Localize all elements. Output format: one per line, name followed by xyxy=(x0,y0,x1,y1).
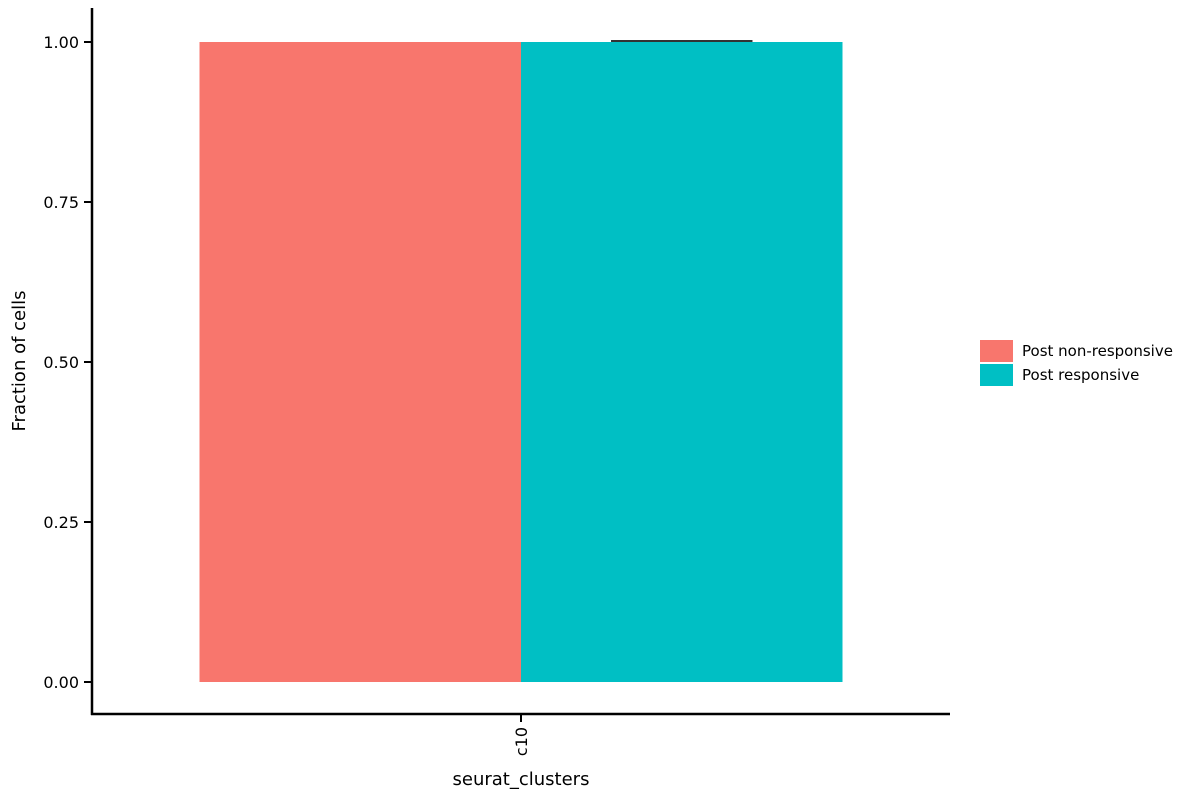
legend-label-post-responsive: Post responsive xyxy=(1022,366,1140,384)
legend: Post non-responsive Post responsive xyxy=(980,339,1173,387)
y-tick-label: 0.25 xyxy=(43,513,79,532)
legend-key-post-responsive xyxy=(980,364,1013,386)
bars-group xyxy=(199,42,843,682)
y-tick-label: 0.00 xyxy=(43,673,79,692)
y-tick-label: 1.00 xyxy=(43,33,79,52)
y-tick-label: 0.50 xyxy=(43,353,79,372)
legend-item-post-responsive: Post responsive xyxy=(980,363,1173,387)
y-axis-title: Fraction of cells xyxy=(9,291,30,432)
legend-label-post-non-responsive: Post non-responsive xyxy=(1022,342,1173,360)
x-tick-label: c10 xyxy=(512,727,531,756)
x-ticks-group: c10 xyxy=(512,714,531,756)
bar-c10-post-responsive xyxy=(521,42,843,682)
y-tick-label: 0.75 xyxy=(43,193,79,212)
legend-item-post-non-responsive: Post non-responsive xyxy=(980,339,1173,363)
bar-c10-post-non-responsive xyxy=(199,42,521,682)
legend-key-post-non-responsive xyxy=(980,340,1013,362)
y-ticks-group: 0.00 0.25 0.50 0.75 1.00 xyxy=(43,33,92,692)
x-axis-title: seurat_clusters xyxy=(453,769,590,790)
